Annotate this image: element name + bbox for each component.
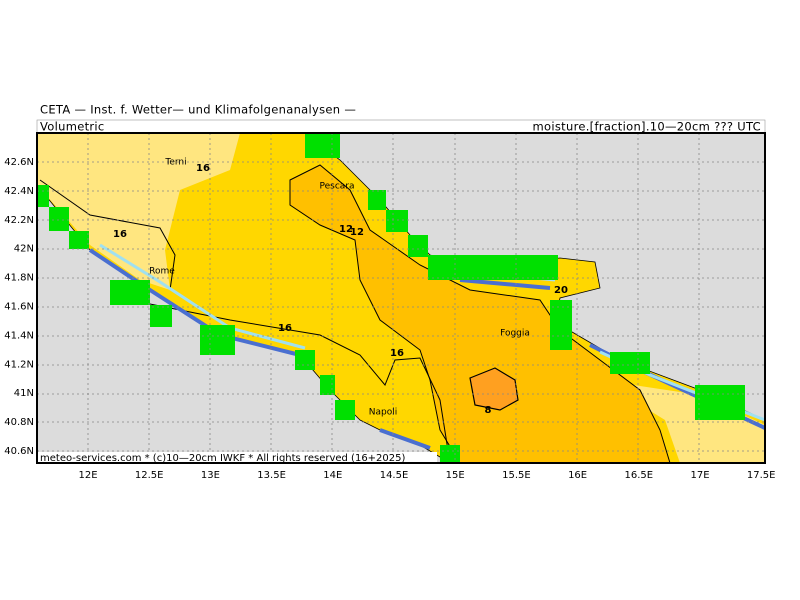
dark-zone — [469, 367, 519, 411]
lat-label: 42.6N — [4, 157, 34, 168]
lon-label: 15E — [446, 470, 465, 481]
contour — [39, 179, 451, 463]
panel-left: Volumetric — [40, 120, 105, 134]
lat-label: 42N — [14, 244, 34, 255]
lon-label: 13.5E — [257, 470, 286, 481]
lat-label: 42.2N — [4, 215, 34, 226]
grid — [37, 133, 765, 463]
contour-label: 16 — [278, 323, 292, 334]
contour-label: 12 — [339, 224, 353, 235]
place-label: Napoli — [369, 408, 397, 418]
panel-right: moisture.[fraction].10—20cm ??? UTC — [533, 120, 761, 134]
contour-label: 16 — [196, 163, 210, 174]
lon-label: 14E — [323, 470, 342, 481]
lon-label: 16.5E — [625, 470, 654, 481]
lat-label: 41.2N — [4, 359, 34, 370]
lat-label: 41.6N — [4, 302, 34, 313]
lat-label: 42.4N — [4, 186, 34, 197]
lon-label: 13E — [201, 470, 220, 481]
light-zone — [37, 133, 240, 290]
lat-label: 40.6N — [4, 446, 34, 457]
lat-label: 41N — [14, 388, 34, 399]
place-label: Terni — [164, 158, 186, 168]
footer: meteo-services.com * (c)10—20cm IWKF * A… — [40, 453, 406, 464]
place-label: Pescara — [319, 182, 354, 192]
lat-label: 41.8N — [4, 273, 34, 284]
lon-label: 15.5E — [502, 470, 531, 481]
lat-label: 41.4N — [4, 330, 34, 341]
lon-label: 14.5E — [380, 470, 409, 481]
contour-label: 16 — [113, 229, 127, 240]
map: meteo-services.com * (c)10—20cm IWKF * A… — [37, 133, 765, 464]
lon-label: 16E — [568, 470, 587, 481]
contour-label: 20 — [554, 285, 568, 296]
lon-label: 17.5E — [747, 470, 776, 481]
lon-label: 17E — [690, 470, 709, 481]
labels: 42.6N 42.4N 42.2N 42N 41.8N 41.6N 41.4N 41.2N 41… — [4, 157, 775, 481]
contour-label: 12 — [350, 227, 364, 238]
lon-label: 12E — [78, 470, 97, 481]
orange-zone — [289, 164, 671, 463]
header-title: CETA — Inst. f. Wetter— und Klimafolgena… — [40, 103, 356, 117]
contour-label: 8 — [485, 405, 492, 416]
place-label: Foggia — [500, 329, 530, 339]
footer-box — [37, 452, 437, 463]
place-label: Rome — [149, 267, 175, 277]
frame — [36, 132, 766, 464]
lat-label: 40.8N — [4, 417, 34, 428]
coast-patches — [37, 133, 745, 463]
lon-label: 12.5E — [135, 470, 164, 481]
contour-label: 16 — [390, 348, 404, 359]
coast-shade — [88, 248, 765, 450]
